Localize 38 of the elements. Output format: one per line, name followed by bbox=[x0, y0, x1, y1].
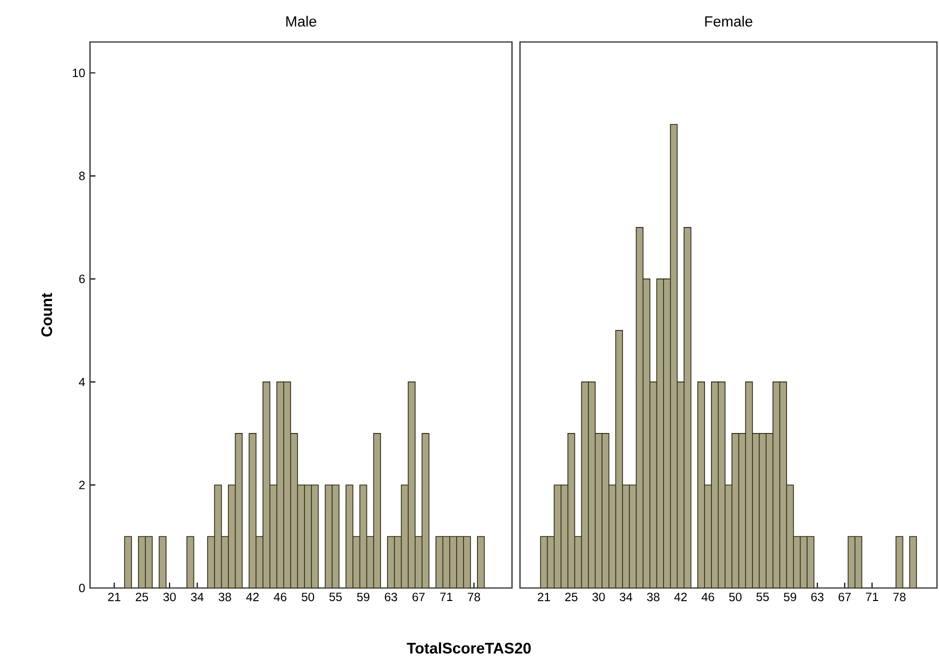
x-tick-label: 78 bbox=[468, 592, 480, 602]
x-tick-label: 38 bbox=[218, 592, 232, 602]
chart-title: Male bbox=[286, 16, 316, 27]
x-tick-label: 59 bbox=[784, 592, 796, 602]
x-tick-label: 67 bbox=[412, 592, 425, 602]
x-tick-label: 34 bbox=[191, 592, 204, 602]
x-tick-label: 67 bbox=[838, 592, 851, 602]
y-axis-title: Count bbox=[41, 293, 52, 336]
x-axis-title: TotalScoreTAS20 bbox=[406, 642, 531, 654]
x-tick-label: 63 bbox=[811, 592, 824, 602]
chart-title: Female bbox=[705, 16, 752, 27]
x-tick-label: 46 bbox=[702, 592, 714, 602]
x-tick-label: 71 bbox=[866, 592, 878, 601]
x-tick-label: 50 bbox=[729, 592, 742, 602]
y-tick-label: 10 bbox=[72, 68, 85, 78]
x-tick-label: 50 bbox=[302, 592, 314, 602]
y-tick-label: 0 bbox=[79, 584, 85, 592]
x-tick-label: 21 bbox=[108, 592, 120, 602]
x-tick-label: 21 bbox=[538, 592, 550, 602]
x-tick-label: 55 bbox=[756, 592, 769, 602]
x-tick-label: 59 bbox=[357, 592, 370, 602]
y-tick-label: 8 bbox=[79, 172, 85, 180]
x-tick-label: 46 bbox=[274, 592, 286, 602]
x-tick-label: 78 bbox=[893, 592, 906, 602]
x-tick-label: 34 bbox=[620, 592, 632, 602]
x-tick-label: 55 bbox=[329, 592, 342, 602]
x-tick-label: 25 bbox=[565, 592, 578, 602]
x-tick-label: 42 bbox=[674, 592, 687, 602]
y-tick-label: 6 bbox=[79, 274, 85, 284]
x-tick-label: 42 bbox=[246, 592, 259, 602]
x-tick-label: 38 bbox=[647, 592, 660, 602]
y-tick-label: 4 bbox=[78, 378, 85, 386]
x-tick-label: 30 bbox=[163, 592, 176, 602]
x-tick-label: 25 bbox=[136, 592, 148, 602]
x-tick-label: 63 bbox=[384, 592, 398, 602]
x-tick-label: 30 bbox=[592, 592, 605, 602]
y-tick-label: 2 bbox=[79, 480, 85, 490]
x-tick-label: 71 bbox=[440, 592, 452, 601]
